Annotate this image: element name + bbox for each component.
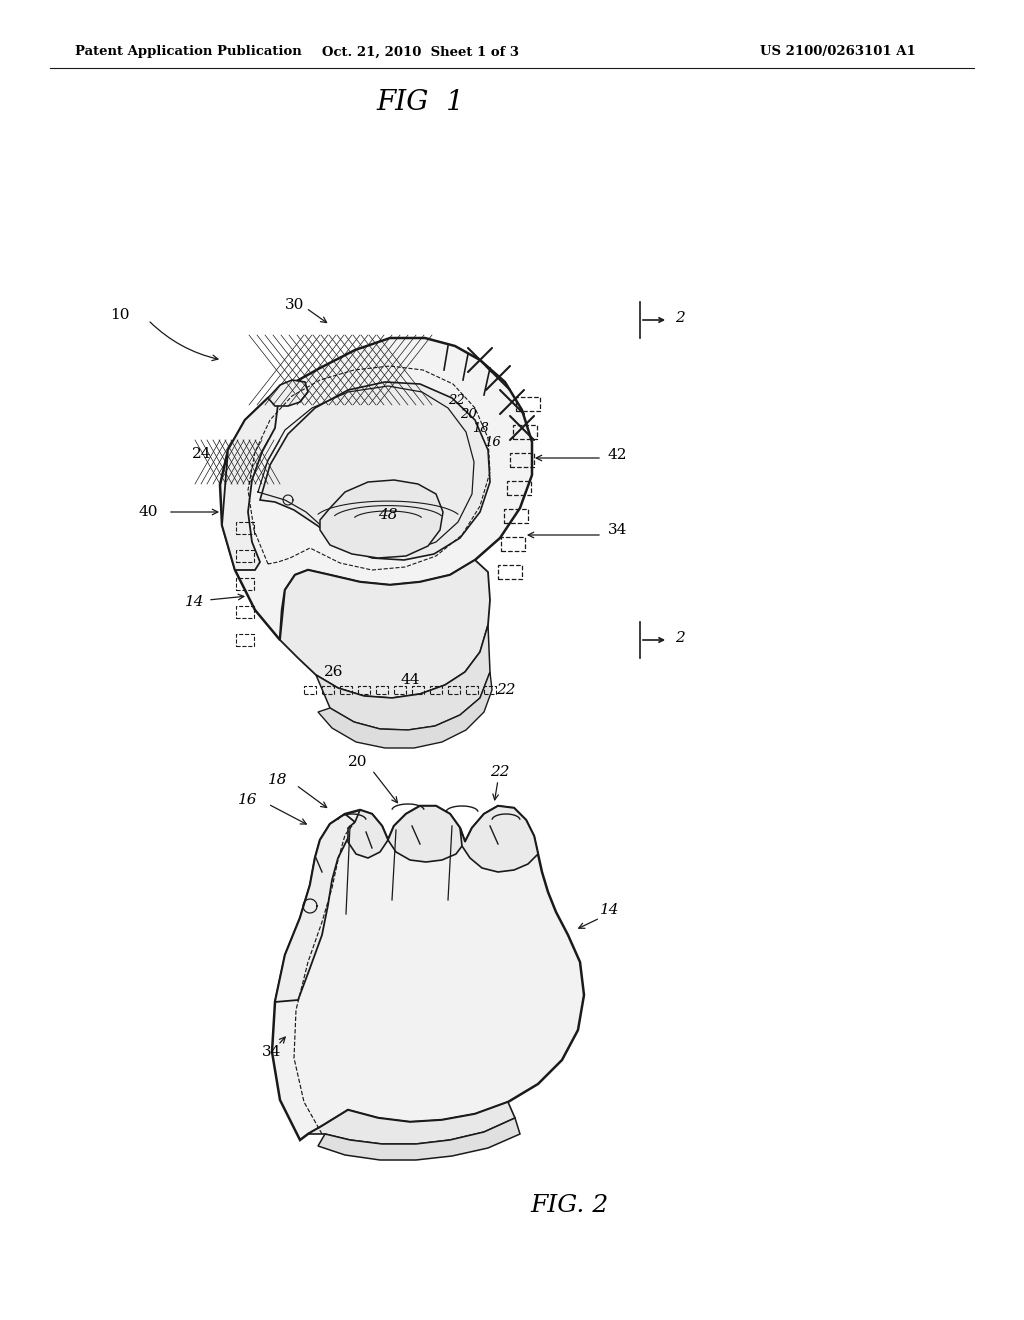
Text: 2: 2: [675, 631, 685, 645]
Text: 2: 2: [675, 312, 685, 325]
Bar: [236, 521, 254, 535]
Text: FIG  1: FIG 1: [376, 88, 464, 116]
Polygon shape: [260, 381, 490, 560]
Polygon shape: [275, 814, 355, 1002]
Text: 34: 34: [608, 523, 628, 537]
Polygon shape: [318, 1118, 520, 1160]
Text: 34: 34: [262, 1045, 282, 1059]
Text: 18: 18: [472, 421, 488, 434]
Polygon shape: [388, 807, 465, 862]
Text: 16: 16: [483, 436, 501, 449]
Polygon shape: [308, 1102, 515, 1144]
Polygon shape: [220, 338, 532, 640]
Bar: [304, 686, 316, 694]
Polygon shape: [222, 399, 278, 570]
Text: 44: 44: [400, 673, 420, 686]
Text: 22: 22: [497, 682, 516, 697]
Polygon shape: [280, 560, 490, 698]
Polygon shape: [460, 807, 538, 873]
Polygon shape: [268, 380, 308, 407]
Bar: [340, 686, 352, 694]
Bar: [513, 425, 537, 440]
Bar: [412, 686, 424, 694]
Text: 42: 42: [608, 447, 628, 462]
Polygon shape: [318, 672, 492, 748]
Bar: [507, 480, 531, 495]
Text: 20: 20: [348, 755, 368, 770]
Bar: [322, 686, 334, 694]
Text: 20: 20: [460, 408, 476, 421]
Bar: [376, 686, 388, 694]
Bar: [501, 537, 525, 550]
Bar: [516, 397, 540, 411]
Text: 22: 22: [447, 393, 464, 407]
Text: 30: 30: [286, 298, 305, 312]
Bar: [449, 686, 460, 694]
Text: US 2100/0263101 A1: US 2100/0263101 A1: [760, 45, 915, 58]
Bar: [498, 565, 522, 579]
Text: FIG. 2: FIG. 2: [530, 1193, 609, 1217]
Text: 16: 16: [239, 793, 258, 807]
Polygon shape: [348, 810, 388, 858]
Bar: [510, 453, 534, 467]
Polygon shape: [316, 624, 490, 730]
Text: 10: 10: [111, 308, 130, 322]
Bar: [430, 686, 442, 694]
Text: 40: 40: [138, 506, 158, 519]
Text: Oct. 21, 2010  Sheet 1 of 3: Oct. 21, 2010 Sheet 1 of 3: [322, 45, 518, 58]
Bar: [358, 686, 370, 694]
Bar: [236, 606, 254, 618]
Text: 22: 22: [490, 766, 510, 779]
Bar: [236, 550, 254, 562]
Bar: [484, 686, 496, 694]
Polygon shape: [319, 480, 443, 558]
Text: 26: 26: [325, 665, 344, 678]
Text: 18: 18: [268, 774, 288, 787]
Text: 14: 14: [185, 595, 205, 609]
Text: 48: 48: [378, 508, 397, 521]
Bar: [466, 686, 478, 694]
Polygon shape: [272, 807, 584, 1140]
Bar: [236, 578, 254, 590]
Text: 14: 14: [600, 903, 620, 917]
Bar: [236, 634, 254, 645]
Text: 24: 24: [193, 447, 212, 461]
Bar: [504, 510, 528, 523]
Bar: [394, 686, 406, 694]
Text: Patent Application Publication: Patent Application Publication: [75, 45, 302, 58]
